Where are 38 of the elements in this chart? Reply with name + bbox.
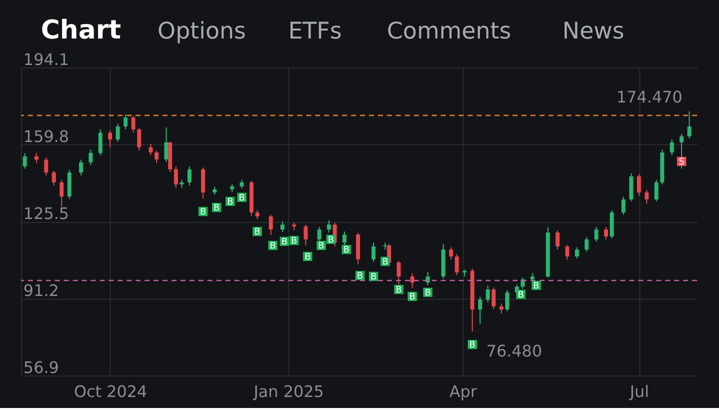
annotation: B bbox=[328, 235, 334, 246]
y-tick-label: 194.1 bbox=[23, 50, 70, 69]
annotation: B bbox=[281, 237, 288, 248]
x-tick-label: Jul bbox=[628, 382, 650, 401]
annotation: B bbox=[227, 197, 234, 208]
annotation: B bbox=[270, 241, 276, 252]
annotation: B bbox=[382, 257, 388, 268]
text: News bbox=[562, 18, 624, 44]
text: Options bbox=[158, 18, 246, 44]
annotation: B bbox=[304, 252, 311, 262]
annotation: B bbox=[424, 288, 431, 298]
y-tick-label: 159.8 bbox=[23, 126, 70, 146]
x-tick-label: Jan 2025 bbox=[252, 382, 324, 401]
text: Chart bbox=[40, 15, 121, 46]
annotation: B bbox=[318, 241, 324, 252]
annotation: B bbox=[409, 292, 416, 302]
annotation: 174.470 bbox=[616, 87, 682, 106]
y-tick-label: 125.5 bbox=[23, 204, 70, 223]
y-tick-label: 91.2 bbox=[23, 280, 59, 300]
text: Comments bbox=[386, 18, 512, 44]
x-tick-label: Apr bbox=[449, 382, 478, 401]
annotation: S bbox=[678, 157, 685, 168]
annotation: B bbox=[291, 236, 298, 246]
text: ETFs bbox=[288, 18, 342, 44]
annotation: B bbox=[200, 208, 206, 218]
annotation: B bbox=[370, 272, 377, 282]
x-tick-label: Oct 2024 bbox=[74, 382, 148, 401]
y-tick-label: 56.9 bbox=[23, 358, 59, 378]
annotation: 76.480 bbox=[486, 341, 542, 360]
annotation: B bbox=[533, 281, 540, 292]
annotation: B bbox=[396, 285, 402, 296]
annotation: B bbox=[356, 272, 364, 282]
annotation: B bbox=[238, 193, 245, 204]
annotation: B bbox=[343, 245, 350, 256]
annotation: B bbox=[214, 203, 220, 214]
annotation: B bbox=[469, 340, 476, 351]
annotation: B bbox=[518, 290, 524, 300]
annotation: B bbox=[254, 227, 260, 238]
